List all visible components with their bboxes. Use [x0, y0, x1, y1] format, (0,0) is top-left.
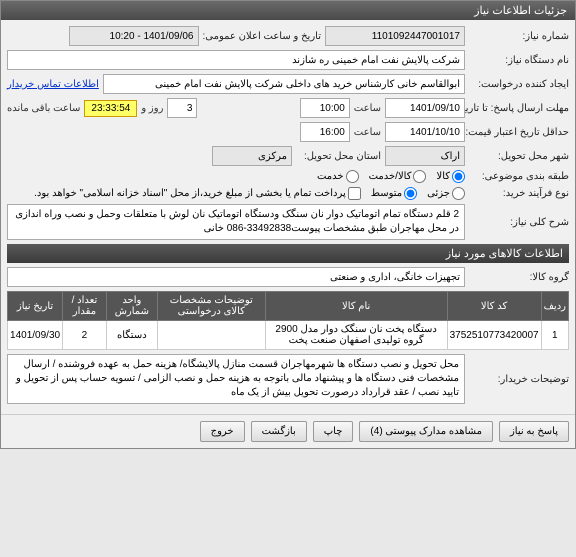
niaz-no-label: شماره نیاز:: [469, 31, 569, 42]
notes-textarea: محل تحویل و نصب دستگاه ها شهرمهاجران قسم…: [7, 354, 465, 404]
cat-service-radio[interactable]: کالا/خدمت: [369, 170, 427, 183]
proc-small-input[interactable]: [452, 187, 465, 200]
table-header-row: ردیفکد کالانام کالاتوضیحات مشخصات کالای …: [8, 292, 569, 321]
cat-svc-input[interactable]: [346, 170, 359, 183]
requester-field: ابوالقاسم خانی کارشناس خرید های داخلی شر…: [103, 74, 465, 94]
countdown-timer: 23:33:54: [84, 100, 137, 117]
desc-label: شرح کلی نیاز:: [469, 217, 569, 228]
table-header-cell: توضیحات مشخصات کالای درخواستی: [157, 292, 265, 321]
proc-small-radio[interactable]: جزئی: [427, 187, 465, 200]
requester-label: ایجاد کننده درخواست:: [469, 79, 569, 90]
announce-field: 1401/09/06 - 10:20: [69, 26, 199, 46]
exit-button[interactable]: خروج: [200, 421, 245, 442]
validity-date-field: 1401/10/10: [385, 122, 465, 142]
table-cell: دستگاه پخت نان سنگک دوار مدل 2900 گروه ت…: [265, 321, 447, 350]
proc-note-input[interactable]: [348, 187, 361, 200]
time-label-2: ساعت: [354, 127, 381, 138]
proc-med-input[interactable]: [404, 187, 417, 200]
button-bar: پاسخ به نیاز مشاهده مدارک پیوستی (4) چاپ…: [1, 414, 575, 448]
cat-service-input[interactable]: [413, 170, 426, 183]
niaz-no-field: 1101092447001017: [325, 26, 465, 46]
time-label-1: ساعت: [354, 103, 381, 114]
table-header-cell: واحد شمارش: [106, 292, 157, 321]
table-header-cell: کد کالا: [447, 292, 541, 321]
items-section-header: اطلاعات کالاهای مورد نیاز: [7, 244, 569, 263]
proc-note-check[interactable]: پرداخت تمام یا بخشی از مبلغ خرید،از محل …: [34, 187, 361, 200]
group-field: تجهیزات خانگی، اداری و صنعتی: [7, 267, 465, 287]
content-area: شماره نیاز: 1101092447001017 تاریخ و ساع…: [1, 20, 575, 414]
contact-link[interactable]: اطلاعات تماس خریدار: [7, 79, 99, 90]
province-label: استان محل تحویل:: [296, 151, 381, 162]
validity-label: حداقل تاریخ اعتبار قیمت: تا: [469, 127, 569, 138]
table-cell: 1: [541, 321, 568, 350]
remaining-label: ساعت باقی مانده: [7, 103, 80, 114]
window-title: جزئیات اطلاعات نیاز: [474, 5, 567, 17]
table-row[interactable]: 13752510773420007دستگاه پخت نان سنگک دوا…: [8, 321, 569, 350]
cat-goods-radio[interactable]: کالا: [436, 170, 465, 183]
back-button[interactable]: بازگشت: [251, 421, 307, 442]
validity-time-field: 16:00: [300, 122, 350, 142]
group-label: گروه کالا:: [469, 272, 569, 283]
days-field: 3: [167, 98, 197, 118]
days-unit: روز و: [141, 103, 163, 114]
province-field: مرکزی: [212, 146, 292, 166]
city-field: اراک: [385, 146, 465, 166]
city-label: شهر محل تحویل:: [469, 151, 569, 162]
table-cell: [157, 321, 265, 350]
titlebar: جزئیات اطلاعات نیاز: [1, 1, 575, 20]
table-header-cell: تعداد / مقدار: [63, 292, 107, 321]
table-body: 13752510773420007دستگاه پخت نان سنگک دوا…: [8, 321, 569, 350]
deadline-date-field: 1401/09/10: [385, 98, 465, 118]
table-header-cell: تاریخ نیاز: [8, 292, 63, 321]
cat-goods-input[interactable]: [452, 170, 465, 183]
deadline-label: مهلت ارسال پاسخ: تا تاریخ:: [469, 103, 569, 114]
items-table: ردیفکد کالانام کالاتوضیحات مشخصات کالای …: [7, 291, 569, 350]
table-header-cell: نام کالا: [265, 292, 447, 321]
table-header-cell: ردیف: [541, 292, 568, 321]
dialog-window: جزئیات اطلاعات نیاز شماره نیاز: 11010924…: [0, 0, 576, 449]
print-button[interactable]: چاپ: [313, 421, 354, 442]
table-cell: 2: [63, 321, 107, 350]
attachments-button[interactable]: مشاهده مدارک پیوستی (4): [359, 421, 493, 442]
table-cell: 3752510773420007: [447, 321, 541, 350]
notes-label: توضیحات خریدار:: [469, 374, 569, 385]
proc-med-radio[interactable]: متوسط: [371, 187, 417, 200]
respond-button[interactable]: پاسخ به نیاز: [499, 421, 569, 442]
category-label: طبقه بندی موضوعی:: [469, 171, 569, 182]
cat-svc-radio[interactable]: خدمت: [317, 170, 359, 183]
category-radios: کالا کالا/خدمت خدمت: [317, 170, 465, 183]
device-label: نام دستگاه نیاز:: [469, 55, 569, 66]
table-cell: 1401/09/30: [8, 321, 63, 350]
device-field: شرکت پالایش نفت امام خمینی ره شازند: [7, 50, 465, 70]
desc-textarea: 2 قلم دستگاه تمام اتوماتیک دوار نان سنگک…: [7, 204, 465, 240]
announce-label: تاریخ و ساعت اعلان عمومی:: [203, 31, 322, 42]
process-radios: جزئی متوسط پرداخت تمام یا بخشی از مبلغ خ…: [34, 187, 465, 200]
process-label: نوع فرآیند خرید:: [469, 188, 569, 199]
deadline-time-field: 10:00: [300, 98, 350, 118]
table-cell: دستگاه: [106, 321, 157, 350]
